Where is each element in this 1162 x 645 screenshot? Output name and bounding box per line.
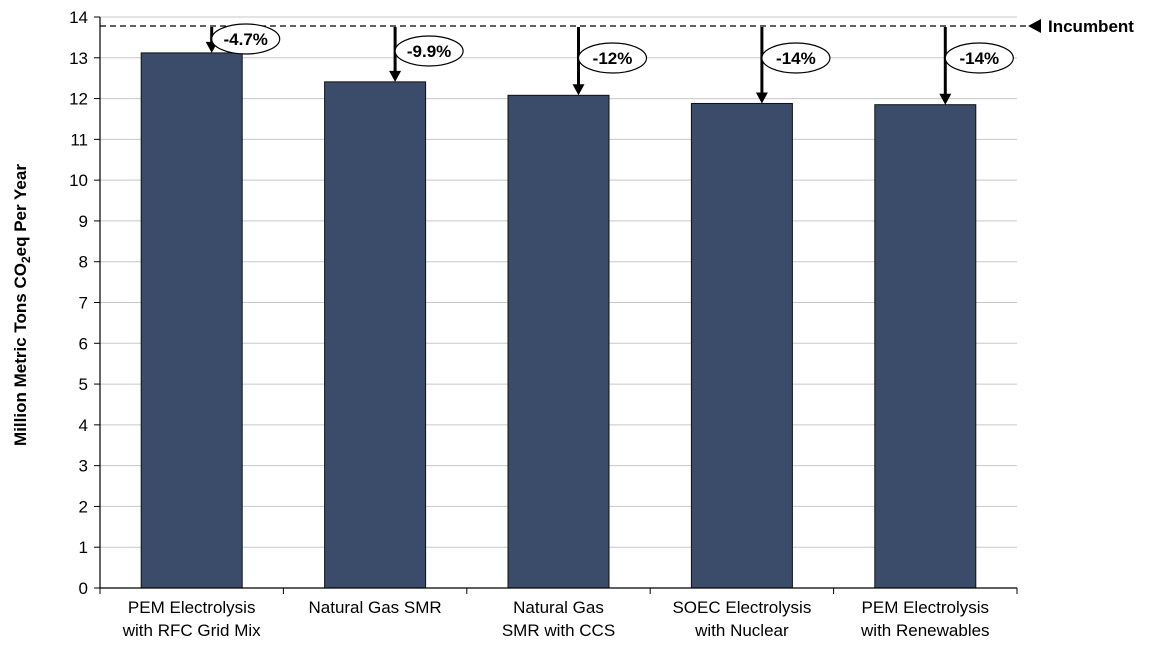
y-tick-label: 11 xyxy=(70,130,88,149)
x-category-label: PEM Electrolysis xyxy=(128,598,256,617)
reduction-bubble xyxy=(211,23,281,55)
reduction-label: -9.9% xyxy=(407,42,451,61)
reduction-arrows xyxy=(205,26,952,105)
arrow-head-icon xyxy=(939,93,952,105)
bar xyxy=(140,52,243,589)
x-category-label: Natural Gas SMR xyxy=(308,598,441,617)
x-category-label: SMR with CCS xyxy=(502,621,615,640)
y-tick-label: 10 xyxy=(69,171,88,190)
y-axis-title-subscript: 2 xyxy=(19,256,33,263)
reduction-label: -14% xyxy=(776,49,816,68)
arrow-head-icon xyxy=(389,70,402,82)
x-category-label: with RFC Grid Mix xyxy=(122,621,261,640)
incumbent-label: Incumbent xyxy=(1048,17,1134,36)
x-category-label: with Renewables xyxy=(860,621,990,640)
y-tick-label: 1 xyxy=(79,538,88,557)
y-tick-label: 14 xyxy=(69,8,88,27)
y-tick-label: 7 xyxy=(79,294,88,313)
axes xyxy=(94,16,1018,594)
arrow-head-icon xyxy=(755,92,768,104)
y-axis-title-part: eq Per Year xyxy=(11,164,30,257)
y-tick-label: 12 xyxy=(69,90,88,109)
y-axis-title-part: Million Metric Tons CO xyxy=(11,263,30,446)
bar xyxy=(874,104,977,589)
y-tick-label: 3 xyxy=(79,457,88,476)
x-category-label: Natural Gas xyxy=(513,598,604,617)
y-tick-label: 0 xyxy=(79,579,88,598)
y-tick-label: 2 xyxy=(79,497,88,516)
reduction-label: -14% xyxy=(959,49,999,68)
bar xyxy=(507,94,610,589)
x-category-label: SOEC Electrolysis xyxy=(672,598,811,617)
arrow-head-icon xyxy=(572,84,585,96)
reduction-label: -4.7% xyxy=(223,30,267,49)
y-tick-label: 4 xyxy=(79,416,88,435)
y-tick-label: 5 xyxy=(79,375,88,394)
reduction-bubble xyxy=(394,35,464,67)
reduction-bubble xyxy=(944,42,1014,74)
y-tick-label: 6 xyxy=(79,334,88,353)
reduction-label: -12% xyxy=(593,49,633,68)
x-category-label: PEM Electrolysis xyxy=(862,598,990,617)
bar xyxy=(324,81,427,589)
y-axis-title: Million Metric Tons CO2eq Per Year xyxy=(11,164,33,446)
y-tick-label: 9 xyxy=(79,212,88,231)
x-category-label: with Nuclear xyxy=(694,621,789,640)
reduction-bubble xyxy=(761,42,831,74)
y-tick-label: 13 xyxy=(69,49,88,68)
reduction-bubble xyxy=(577,42,648,74)
incumbent-marker-icon xyxy=(1028,18,1041,33)
bars xyxy=(140,52,977,589)
y-tick-label: 8 xyxy=(79,253,88,272)
bar xyxy=(690,102,793,589)
